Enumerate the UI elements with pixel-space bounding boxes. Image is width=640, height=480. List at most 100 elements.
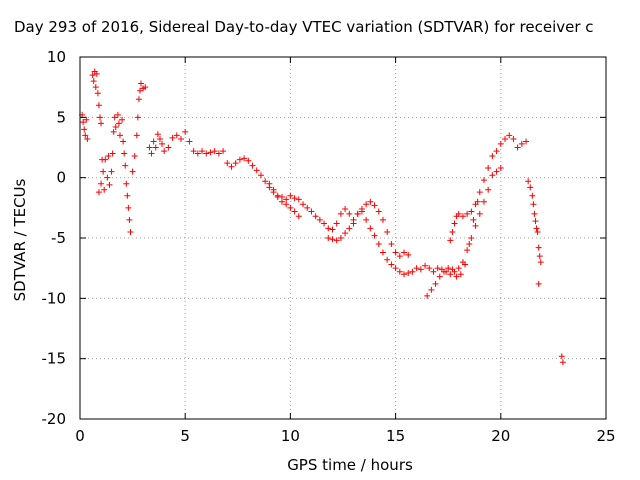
y-axis-label: SDTVAR / TECUs (11, 178, 29, 302)
data-point (177, 136, 184, 143)
data-point (125, 204, 132, 211)
data-point (384, 256, 391, 263)
data-point (468, 208, 475, 215)
data-point (108, 168, 115, 175)
data-point (430, 268, 437, 275)
data-point (375, 241, 382, 248)
data-point (291, 208, 298, 215)
x-axis-label: GPS time / hours (287, 456, 413, 474)
data-point (493, 148, 500, 155)
y-tick-label: -20 (42, 410, 67, 428)
data-point (287, 204, 294, 211)
data-point (466, 241, 473, 248)
data-point (346, 210, 353, 217)
data-point (510, 136, 517, 143)
data-point (98, 120, 105, 127)
data-point (453, 273, 460, 280)
data-point (278, 198, 285, 205)
axis-ticks: 0 5 10 15 20 25 10 5 0 -5 -10 -15 -20 (42, 48, 616, 445)
data-point (110, 128, 117, 135)
data-point (464, 247, 471, 254)
data-point (367, 225, 374, 232)
data-point (392, 265, 399, 272)
data-point (493, 168, 500, 175)
y-tick-label: 5 (56, 108, 66, 126)
data-point (436, 273, 443, 280)
data-point (472, 222, 479, 229)
data-point (333, 220, 340, 227)
data-point (388, 241, 395, 248)
data-point (530, 201, 537, 208)
data-point (440, 268, 447, 275)
data-point (449, 228, 456, 235)
data-point (455, 265, 462, 272)
data-point (497, 140, 504, 147)
data-point (401, 271, 408, 278)
data-point (445, 265, 452, 272)
data-point (126, 216, 133, 223)
data-point (283, 201, 290, 208)
data-point (203, 150, 210, 157)
data-point (95, 102, 102, 109)
data-point (426, 265, 433, 272)
data-point (371, 202, 378, 209)
data-point (182, 128, 189, 135)
data-point (83, 116, 90, 123)
data-point (358, 208, 365, 215)
data-point (329, 236, 336, 243)
data-point (245, 157, 252, 164)
data-point (379, 249, 386, 256)
data-point (325, 235, 332, 241)
data-point (525, 178, 532, 185)
data-point (434, 265, 441, 272)
data-point (109, 150, 116, 157)
data-point (165, 144, 172, 151)
data-point (535, 244, 542, 251)
data-point (100, 168, 107, 175)
data-point (190, 148, 197, 155)
data-point (476, 210, 483, 217)
data-point (96, 114, 103, 121)
data-point (472, 201, 479, 208)
x-tick-label: 0 (75, 427, 85, 445)
data-point (506, 132, 513, 139)
x-tick-label: 20 (491, 427, 510, 445)
data-point (124, 192, 131, 199)
data-point (81, 126, 88, 133)
data-point (529, 192, 536, 199)
data-point (122, 162, 129, 169)
data-point (154, 131, 161, 138)
data-point (346, 225, 353, 232)
data-point (111, 114, 118, 121)
data-point (257, 172, 264, 179)
data-point (432, 280, 439, 287)
data-point (485, 186, 492, 193)
chart-title: Day 293 of 2016, Sidereal Day-to-day VTE… (14, 18, 594, 36)
data-point (497, 165, 504, 172)
data-point (342, 206, 349, 213)
data-point (194, 150, 201, 157)
data-point (321, 220, 328, 227)
data-point (409, 268, 416, 275)
data-point (371, 232, 378, 239)
data-point (295, 213, 302, 220)
data-point (312, 213, 319, 220)
data-point (207, 149, 214, 156)
data-point (211, 148, 218, 155)
data-point (228, 163, 235, 170)
data-point (462, 261, 469, 268)
data-point (523, 138, 530, 145)
data-point (422, 262, 429, 269)
data-point (379, 216, 386, 223)
x-tick-label: 25 (596, 427, 615, 445)
data-point (464, 210, 471, 217)
data-point (253, 167, 260, 174)
data-point (80, 119, 87, 126)
data-point (375, 208, 382, 215)
data-point (291, 195, 298, 202)
data-point (447, 237, 454, 244)
data-point (106, 181, 113, 188)
grid-lines (80, 57, 606, 419)
data-point (304, 204, 311, 211)
